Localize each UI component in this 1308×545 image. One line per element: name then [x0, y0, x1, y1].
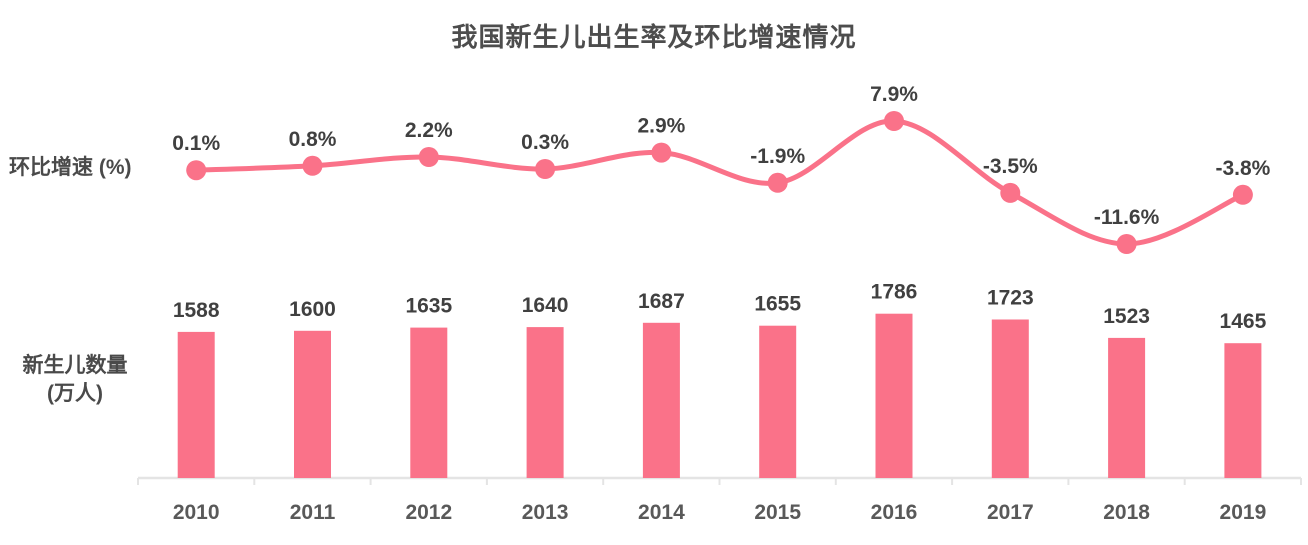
line-point	[302, 155, 323, 176]
bar-value-label: 1640	[522, 294, 569, 317]
line-point-label: 0.3%	[521, 131, 569, 154]
line-series-axis-label: 环比增速 (%)	[9, 156, 132, 179]
line-point-label: 0.1%	[172, 132, 220, 155]
x-axis-tick-label: 2014	[638, 501, 685, 524]
x-axis-tick-label: 2017	[987, 501, 1034, 524]
line-point-label: 0.8%	[289, 128, 337, 151]
line-point	[1232, 184, 1253, 205]
bar-value-label: 1600	[289, 298, 336, 321]
bar-axis-label-line1: 新生儿数量	[22, 354, 128, 377]
bar-value-label: 1723	[987, 287, 1034, 310]
x-axis-tick-label: 2018	[1103, 501, 1150, 524]
bar-value-label: 1523	[1103, 305, 1150, 328]
line-point	[418, 147, 439, 167]
x-axis-tick-label: 2019	[1220, 501, 1267, 524]
x-axis-tick-label: 2016	[871, 501, 918, 524]
line-point-label: 7.9%	[870, 83, 918, 106]
bar-value-label: 1687	[638, 290, 685, 313]
bar-value-label: 1588	[173, 299, 220, 322]
bar-axis-label-line2: (万人)	[47, 382, 103, 405]
line-point	[535, 159, 556, 179]
bar-value-label: 1465	[1220, 310, 1267, 333]
bar-value-label: 1786	[871, 281, 918, 304]
chart-title: 我国新生儿出生率及环比增速情况	[451, 22, 857, 52]
line-point-label: 2.9%	[637, 115, 685, 138]
x-axis-tick-label: 2013	[522, 501, 569, 524]
line-point	[651, 142, 672, 163]
line-point-label: -1.9%	[750, 145, 805, 168]
line-point	[1000, 182, 1021, 203]
bar-value-label: 1655	[754, 293, 801, 316]
bar	[294, 330, 331, 478]
bar	[177, 331, 215, 478]
bar	[526, 327, 564, 478]
line-point-label: -3.5%	[983, 155, 1038, 178]
line-point	[884, 111, 904, 131]
x-axis-tick-label: 2010	[173, 501, 220, 524]
trend-line	[193, 118, 1246, 247]
bar	[759, 325, 797, 478]
line-point	[767, 172, 788, 193]
bar	[642, 322, 680, 478]
line-point-label: 2.2%	[405, 119, 453, 142]
bar-series-axis-label: 新生儿数量 (万人)	[8, 352, 142, 408]
bar	[875, 313, 913, 478]
line-point-label: -11.6%	[1094, 206, 1160, 229]
x-axis-tick-label: 2015	[754, 501, 801, 524]
line-point	[1116, 234, 1137, 254]
bar	[410, 327, 448, 478]
line-point-label: -3.8%	[1215, 157, 1270, 180]
line-point	[186, 160, 207, 181]
bar-value-label: 1635	[405, 295, 452, 318]
x-axis-tick-label: 2012	[405, 501, 452, 524]
bar	[1224, 343, 1262, 478]
x-axis-tick-label: 2011	[290, 501, 336, 524]
bar	[991, 319, 1029, 478]
bar	[1108, 337, 1146, 478]
